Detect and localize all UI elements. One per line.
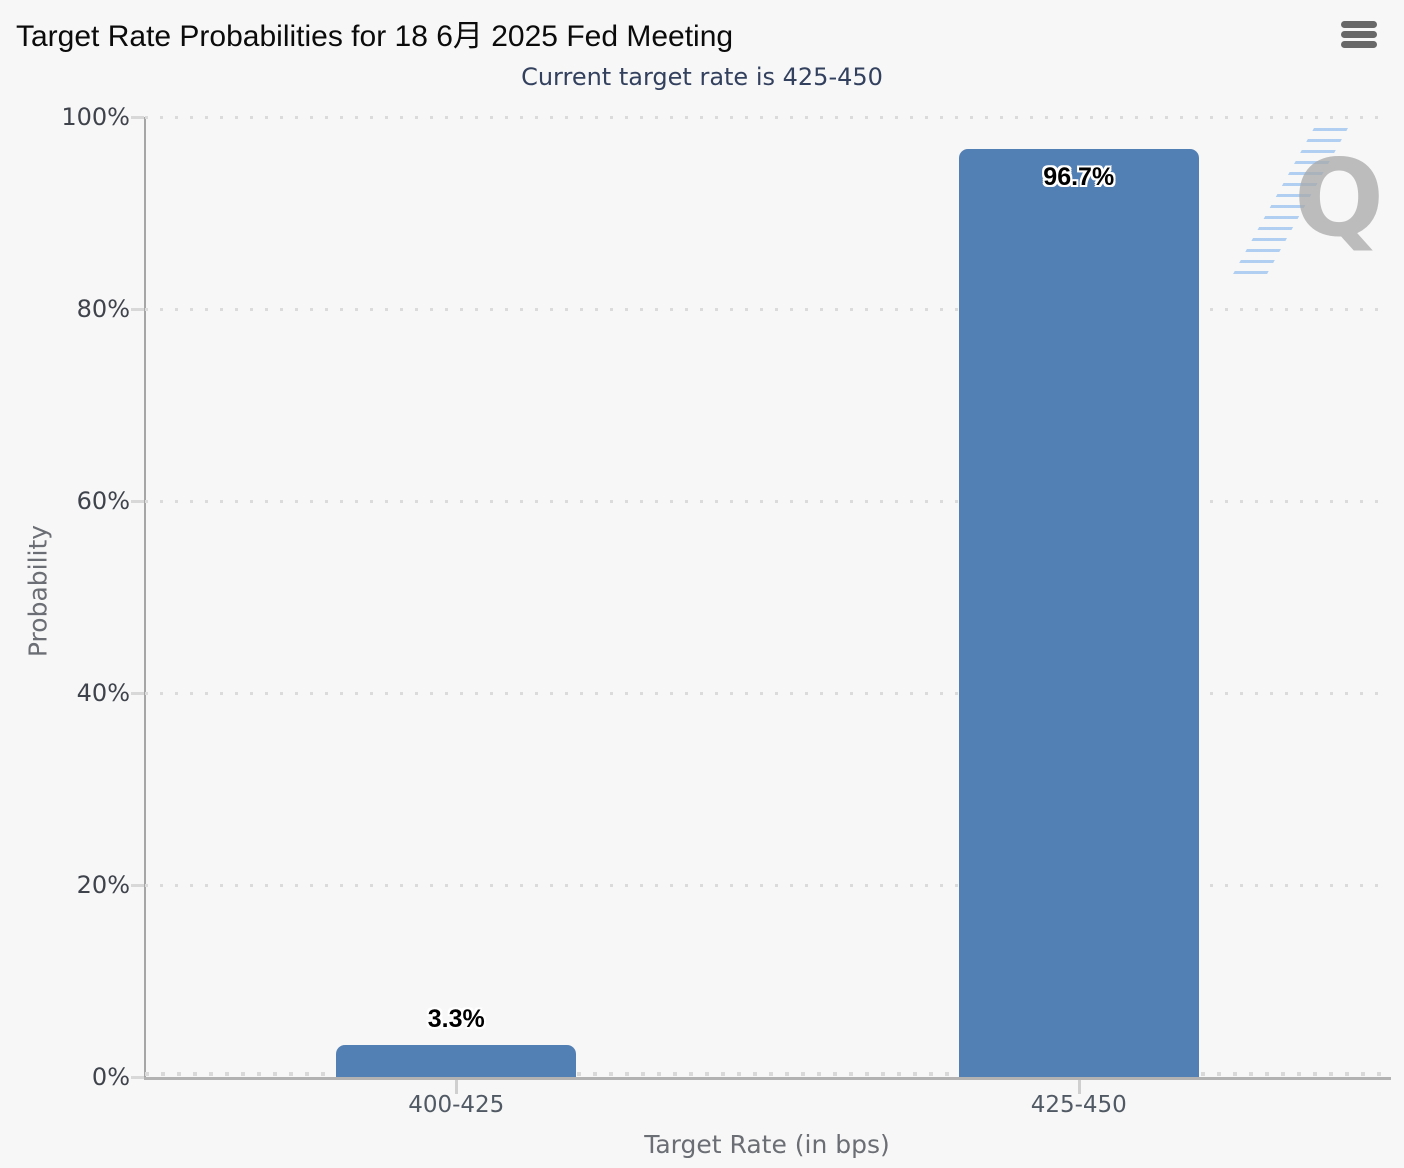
x-axis-tick [455, 1080, 459, 1094]
chart-title: Target Rate Probabilities for 18 6月 2025… [16, 20, 734, 53]
y-tick-label: 100% [61, 103, 130, 131]
y-tick-label: 40% [76, 679, 130, 707]
y-axis-tick [131, 884, 144, 887]
y-tick-label: 60% [76, 487, 130, 515]
gridline-100 [145, 116, 1390, 119]
hamburger-bar [1341, 41, 1377, 48]
hamburger-bar [1341, 31, 1377, 38]
gridline-20 [145, 884, 1390, 887]
hamburger-bar [1341, 21, 1377, 28]
x-axis-tick [1077, 1080, 1081, 1094]
chart-subtitle: Current target rate is 425-450 [521, 63, 883, 91]
x-axis-category-label: 400-425 [408, 1092, 505, 1118]
y-axis-tick [131, 116, 144, 119]
x-axis-category-label: 425-450 [1030, 1092, 1127, 1118]
y-tick-label: 80% [76, 295, 130, 323]
plot-area [145, 116, 1390, 1077]
x-axis-minor-ticks [145, 1072, 1390, 1076]
y-tick-label: 0% [91, 1063, 130, 1091]
gridline-60 [145, 500, 1390, 503]
y-axis-line [144, 117, 146, 1080]
bar-400-425[interactable] [336, 1045, 577, 1077]
y-axis-tick [131, 692, 144, 695]
bar-value-label: 96.7% [1043, 162, 1115, 191]
y-axis-tick [131, 308, 144, 311]
y-axis-tick [131, 500, 144, 503]
gridline-40 [145, 692, 1390, 695]
gridline-80 [145, 308, 1390, 311]
hamburger-menu-icon[interactable] [1341, 21, 1379, 53]
bar-425-450[interactable] [958, 148, 1199, 1077]
y-axis-title: Probability [23, 524, 53, 658]
bar-value-label: 3.3% [427, 1005, 485, 1034]
y-tick-label: 20% [76, 871, 130, 899]
y-axis-tick [131, 1076, 144, 1079]
x-axis-line [144, 1077, 1391, 1080]
x-axis-title: Target Rate (in bps) [644, 1130, 890, 1159]
